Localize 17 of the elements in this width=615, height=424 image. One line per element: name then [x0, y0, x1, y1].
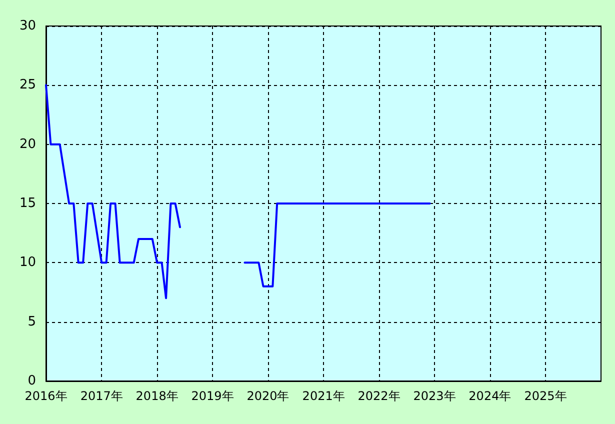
- x-tick-label: 2024年: [468, 389, 512, 403]
- x-tick-label: 2021年: [302, 389, 345, 403]
- y-tick-label: 15: [19, 196, 36, 211]
- x-tick-label: 2020年: [246, 389, 290, 403]
- x-tick-label: 2023年: [413, 389, 456, 403]
- y-tick-label: 30: [19, 18, 36, 34]
- y-tick-label: 20: [19, 136, 36, 152]
- y-tick-label: 5: [28, 314, 36, 330]
- x-tick-label: 2018年: [136, 389, 178, 403]
- y-tick-label: 10: [19, 255, 36, 270]
- x-tick-label: 2016年: [24, 389, 68, 403]
- x-tick-label: 2017年: [80, 389, 123, 403]
- y-tick-label: 0: [28, 374, 36, 388]
- x-tick-label: 2019年: [191, 389, 234, 403]
- x-tick-label: 2022年: [358, 389, 400, 403]
- x-tick-label: 2025年: [524, 389, 567, 403]
- y-tick-label: 25: [19, 78, 36, 93]
